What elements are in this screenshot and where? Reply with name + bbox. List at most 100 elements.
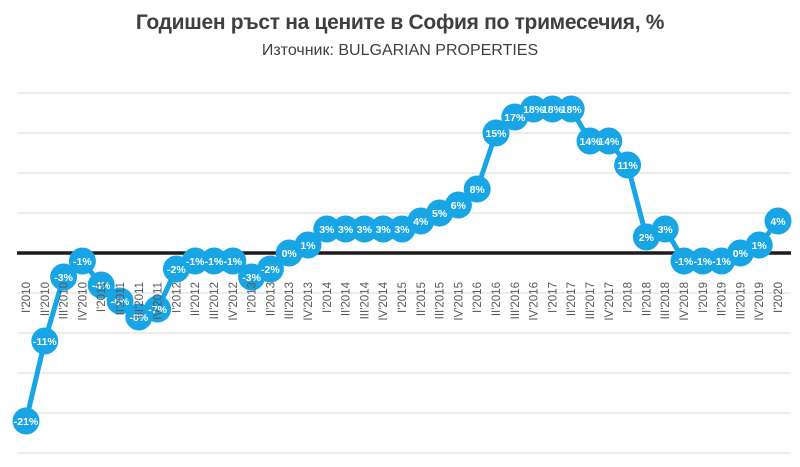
data-point-label: 18% [542,104,564,116]
data-point-marker [520,95,548,123]
x-axis-label: I'2020 [773,282,785,313]
data-point-label: -3% [242,272,261,284]
data-point-marker [50,263,78,291]
x-axis-label: III'2018 [660,282,672,319]
data-point-label: 3% [319,224,335,236]
x-axis-label: II'2016 [491,282,503,316]
x-axis-label: IV'2015 [453,282,465,321]
data-point-label: 14% [579,136,601,148]
x-axis-label: I'2011 [96,282,108,312]
x-axis-label: II'2012 [190,282,202,316]
data-point-label: -1% [223,256,242,268]
data-point-label: 14% [598,136,620,148]
data-point-label: 3% [376,224,392,236]
data-point-label: 3% [394,224,410,236]
x-axis-label: II'2013 [265,282,277,316]
data-point-marker [294,231,322,259]
data-point-label: 4% [770,216,786,228]
data-point-label: 15% [485,128,507,140]
data-point-marker [444,191,472,219]
data-point-label: 0% [733,248,749,260]
x-axis-label: III'2013 [284,282,296,319]
x-axis-label: III'2017 [585,282,597,319]
x-axis-label: I'2014 [322,281,334,313]
data-point-label: -11% [33,336,58,348]
data-point-marker [595,127,623,155]
x-axis-label: IV'2014 [378,281,390,320]
data-point-marker [200,247,228,275]
data-point-label: 8% [470,184,486,196]
x-axis-label: I'2013 [247,282,259,313]
data-point-marker [369,215,397,243]
data-point-marker [87,271,115,299]
data-point-label: 18% [523,104,545,116]
x-axis-label: II'2014 [341,281,353,316]
x-axis-label: II'2010 [40,282,52,316]
x-axis-label: II'2019 [717,282,729,316]
data-point-marker [106,287,134,315]
x-axis-label: IV'2018 [679,282,691,321]
data-point-marker [557,95,585,123]
x-axis-label: IV'2010 [77,282,89,321]
data-point-marker [670,247,698,275]
x-axis-label: II'2018 [641,282,653,316]
data-point-marker [313,215,341,243]
data-point-label: 1% [300,240,316,252]
data-point-label: -2% [167,264,186,276]
x-axis-label: II'2017 [566,282,578,316]
x-axis-label: I'2012 [171,282,183,313]
data-point-label: 0% [282,248,298,260]
data-point-marker [219,247,247,275]
data-point-label: 5% [432,208,448,220]
data-point-marker [332,215,360,243]
data-point-marker [31,327,59,355]
x-axis-label: I'2019 [698,282,710,313]
x-axis-label: III'2011 [134,282,146,319]
data-point-label: 18% [561,104,583,116]
x-axis-label: III'2015 [435,282,447,319]
data-point-label: 1% [752,240,768,252]
data-point-label: -4% [92,280,111,292]
x-axis-label: II'2015 [416,282,428,316]
data-point-label: -3% [54,272,73,284]
data-point-label: -1% [675,256,694,268]
data-point-label: -1% [73,256,92,268]
chart-title: Годишен ръст на цените в София по тримес… [135,11,665,34]
data-point-marker [256,255,284,283]
data-point-marker [482,119,510,147]
x-axis-label: III'2019 [735,282,747,319]
x-axis-label: III'2010 [59,282,71,319]
data-point-label: -1% [205,256,224,268]
x-axis-label: I'2017 [547,282,559,313]
data-point-label: 4% [413,216,429,228]
data-point-marker [463,175,491,203]
chart-subtitle: Източник: BULGARIAN PROPERTIES [261,42,539,59]
x-axis-label: IV'2012 [228,282,240,321]
data-point-marker [350,215,378,243]
x-axis-label: IV'2019 [754,282,766,321]
data-point-marker [614,151,642,179]
x-axis-label: I'2018 [623,282,635,313]
x-axis-label: III'2014 [359,281,371,319]
x-axis-label: IV'2013 [303,282,315,321]
data-point-label: -8% [129,312,148,324]
data-point-marker [538,95,566,123]
x-axis-label: I'2015 [397,282,409,313]
data-point-label: -1% [693,256,712,268]
data-point-marker [651,215,679,243]
data-point-marker [144,295,172,323]
data-point-marker [764,207,792,235]
x-axis-label: I'2010 [21,282,33,313]
data-point-marker [181,247,209,275]
data-point-marker [68,247,96,275]
x-axis-label: I'2016 [472,282,484,313]
data-point-label: 3% [338,224,354,236]
data-point-label: 3% [658,224,674,236]
data-point-marker [576,127,604,155]
data-point-label: 17% [504,112,526,124]
data-point-label: 6% [451,200,467,212]
x-axis-label: III'2012 [209,282,221,319]
data-point-label: -1% [186,256,205,268]
